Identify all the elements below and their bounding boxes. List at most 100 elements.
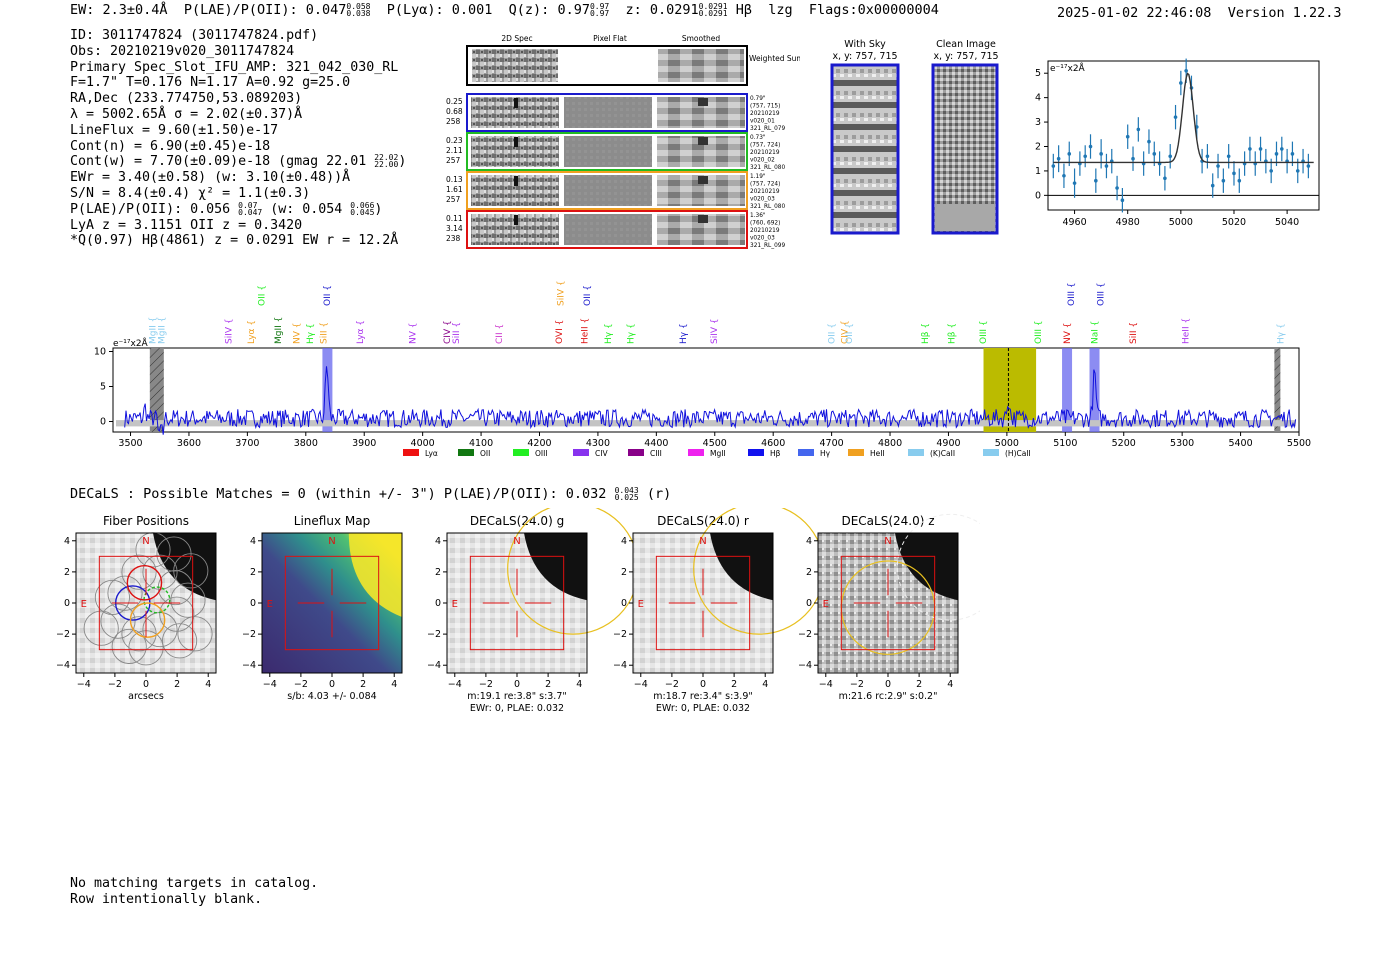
panel-xtick-label: −2 <box>294 679 308 690</box>
spectrum-line-label: Lyα { <box>247 320 257 344</box>
east-label: E <box>81 599 87 610</box>
panel-ytick-label: 0 <box>250 598 256 609</box>
fiber-stat: 238 <box>446 234 461 243</box>
fiber-stat: 0.23 <box>446 136 463 145</box>
detection-info: ID: 3011747824 (3011747824.pdf) Obs: 202… <box>70 28 406 249</box>
fiber-info-line: 20210219 <box>750 189 780 195</box>
panel-ytick-label: −4 <box>613 660 627 671</box>
panel-xtick-label: 2 <box>545 679 551 690</box>
legend-swatch <box>908 449 924 456</box>
line-band <box>1062 348 1073 432</box>
legend-swatch <box>848 449 864 456</box>
fiber-circle <box>177 616 213 652</box>
panel-ytick-label: −4 <box>427 660 441 671</box>
spectrum-flux-line <box>124 366 1297 435</box>
qz-hi: 0.97 <box>589 2 610 11</box>
fiber-stat: 0.11 <box>446 214 463 223</box>
search-box <box>98 555 194 651</box>
fiber-circle <box>83 610 119 646</box>
decals-panel: DECaLS(24.0) z N E −4 −4 −2 −2 0 0 2 2 4 4 m:21.6 rc:… <box>798 513 980 702</box>
fiber-info-line: 20210219 <box>750 111 780 117</box>
spectrum-line-label: Hγ { <box>627 323 637 344</box>
col-label-2dspec: 2D Spec <box>501 34 532 43</box>
fit-xtick-label: 4980 <box>1116 217 1140 228</box>
col-label-pixelflat: Pixel Flat <box>593 34 627 43</box>
spectrum-line-label: OIII { <box>1096 282 1106 306</box>
spectrum-xtick-label: 4400 <box>644 438 668 449</box>
flags-value: Flags:0x00000004 <box>808 2 939 18</box>
fiber-pixel-flat <box>564 97 652 128</box>
version: Version 1.22.3 <box>1227 5 1342 21</box>
fit-ytick-label: 3 <box>1035 117 1041 128</box>
spectrum-line-label: SiIV { <box>557 280 567 306</box>
fit-marks <box>1051 58 1314 213</box>
plae2-text: P(LAE)/P(OII): 0.056 <box>70 201 231 217</box>
weighted-2d <box>472 49 558 82</box>
panel-xtick-label: 2 <box>916 679 922 690</box>
panel-xtick-label: 4 <box>391 679 397 690</box>
fit-point <box>1280 147 1284 151</box>
plya-value: P(Lyα): 0.001 <box>386 2 493 18</box>
plae-range: 0.058 0.038 <box>346 3 370 18</box>
decals-panel: DECaLS(24.0) r N E −4 −4 −2 −2 0 0 2 2 4 4 m:18.7 re:… <box>613 508 825 714</box>
plae2-end: ) <box>374 201 383 217</box>
legend-label: (H)CaII <box>1005 449 1031 458</box>
spectrum-xtick-label: 4100 <box>469 438 493 449</box>
info-id: ID: 3011747824 (3011747824.pdf) <box>70 28 319 43</box>
fit-point <box>1290 152 1295 156</box>
gmag-hi: 22.02 <box>374 153 399 163</box>
clean-coords: x, y: 757, 715 <box>933 51 998 62</box>
legend-swatch <box>628 449 644 456</box>
plae2-lo: 0.047 <box>238 207 263 217</box>
continuum-band <box>116 420 1296 427</box>
panel-caption-2: EWr: 0, PLAE: 0.032 <box>470 703 564 714</box>
spectrum-line-label: Hβ { <box>947 323 957 344</box>
panel-ytick-label: 2 <box>435 567 441 578</box>
bright-source <box>710 533 773 601</box>
spectrum-legend: Lyα OII OIII CIV CIII MgII Hβ Hγ HeII (K)CaII (H)C… <box>403 449 1031 458</box>
panel-xtick-label: 0 <box>329 679 335 690</box>
search-box <box>469 555 565 651</box>
fiber-stat: 1.61 <box>446 185 463 194</box>
panel-xtick-label: 4 <box>762 679 768 690</box>
search-box <box>655 555 751 651</box>
panel-ytick-label: 4 <box>250 536 256 547</box>
fit-point <box>1120 198 1125 203</box>
spectrum-ytick-label: 5 <box>100 382 106 393</box>
legend-swatch <box>573 449 589 456</box>
panel-xtick-label: −2 <box>850 679 864 690</box>
fit-ytick-label: 4 <box>1035 93 1041 104</box>
panel-ytick-label: 2 <box>806 567 812 578</box>
decals-title-text: DECaLS : Possible Matches = 0 (within +/… <box>70 486 607 502</box>
sky-panels: With Sky x, y: 757, 715 Clean Image x, y… <box>830 39 999 235</box>
legend-label: CIV <box>595 449 608 458</box>
info-radec: RA,Dec (233.774750,53.089203) <box>70 91 303 107</box>
spectrum-line-label: CIV { <box>443 320 453 344</box>
fiber-source-spot <box>514 176 518 186</box>
panel-caption-2: EWr: 0, PLAE: 0.032 <box>656 703 750 714</box>
qz-range: 0.97 0.97 <box>589 2 610 18</box>
fit-point <box>1216 164 1220 168</box>
fit-point <box>1088 144 1093 149</box>
info-obs: Obs: 20210219v020_3011747824 <box>70 43 295 59</box>
footer-line-1: No matching targets in catalog. <box>70 876 319 891</box>
fit-point <box>1136 127 1141 132</box>
fit-point <box>1221 178 1226 183</box>
spectrum-line-label: OII { <box>257 285 267 306</box>
legend-swatch <box>748 449 764 456</box>
fit-point <box>1274 152 1279 156</box>
panel-xtick-label: 4 <box>205 679 211 690</box>
legend-label: HeII <box>870 449 885 458</box>
fit-xtick-label: 5000 <box>1169 217 1193 228</box>
fit-point <box>1173 115 1178 119</box>
east-label: E <box>823 599 829 610</box>
fit-point <box>1306 164 1311 168</box>
fit-point <box>1226 154 1231 159</box>
panel-ytick-label: −2 <box>798 629 812 640</box>
fit-point <box>1163 176 1167 181</box>
weighted-smoothed <box>658 49 744 82</box>
fiber-stat: 0.13 <box>446 175 463 184</box>
spectrum-line-label: MgII { <box>149 317 159 344</box>
spectrum-xtick-label: 4500 <box>703 438 727 449</box>
